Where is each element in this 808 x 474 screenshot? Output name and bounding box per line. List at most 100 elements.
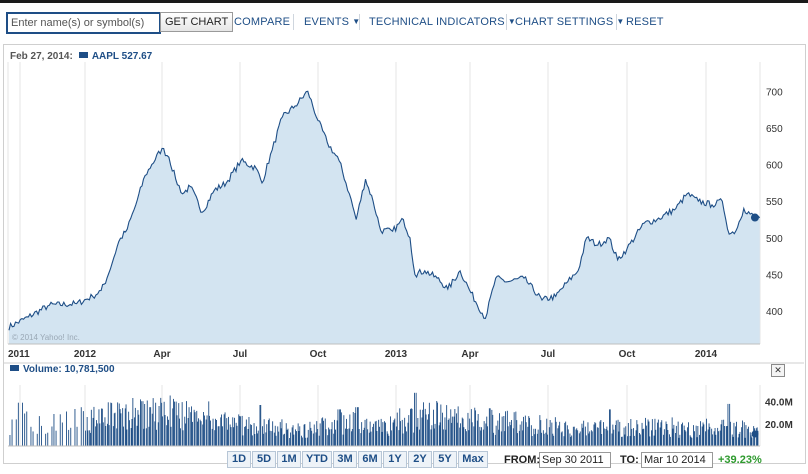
range-button-2y[interactable]: 2Y	[408, 451, 432, 468]
range-button-1m[interactable]: 1M	[277, 451, 301, 468]
volume-bar	[134, 417, 135, 446]
volume-bar	[714, 428, 716, 446]
volume-bar	[284, 433, 285, 446]
volume-bar	[146, 400, 148, 446]
volume-bar	[93, 406, 95, 446]
volume-bar	[424, 408, 426, 446]
volume-bar	[272, 421, 274, 446]
volume-bar	[107, 402, 109, 446]
range-button-6m[interactable]: 6M	[358, 451, 382, 468]
volume-bar	[268, 418, 270, 446]
volume-bar	[639, 433, 640, 446]
range-button-5y[interactable]: 5Y	[433, 451, 457, 468]
volume-bar	[708, 423, 710, 446]
price-x-axis: 2011 2012 Apr Jul Oct 2013 Apr Jul Oct 2014	[8, 343, 760, 360]
volume-bar	[343, 415, 345, 446]
volume-bar	[259, 405, 261, 446]
volume-bar	[400, 421, 401, 446]
volume-bar	[433, 428, 435, 446]
volume-header: Volume: 10,781,500	[10, 364, 115, 375]
volume-bar	[145, 428, 147, 446]
volume-bar	[430, 429, 432, 446]
volume-bar	[615, 425, 616, 446]
volume-bar	[160, 397, 162, 446]
volume-bar	[156, 429, 157, 446]
volume-bar	[186, 401, 187, 446]
volume-bar	[715, 434, 717, 446]
volume-bar	[70, 427, 72, 446]
volume-bar	[665, 421, 667, 446]
close-volume-button[interactable]: ✕	[771, 364, 785, 377]
volume-bar	[228, 416, 229, 446]
volume-bar	[712, 434, 713, 446]
volume-bar	[355, 407, 357, 446]
volume-bar	[262, 426, 263, 446]
volume-bar	[718, 431, 719, 446]
volume-bar	[376, 431, 378, 446]
caret-down-icon: ▼	[352, 17, 361, 26]
volume-bar	[287, 428, 289, 446]
range-button-3m[interactable]: 3M	[333, 451, 357, 468]
volume-bar	[636, 420, 638, 446]
events-menu[interactable]: EVENTS ▼	[304, 16, 360, 28]
volume-bar	[311, 430, 313, 446]
volume-bar	[436, 401, 438, 446]
volume-bar	[104, 417, 106, 446]
volume-bar	[369, 421, 371, 446]
volume-bar	[615, 420, 617, 446]
volume-bar	[581, 423, 583, 446]
from-date-input[interactable]	[539, 452, 611, 468]
volume-bar	[174, 401, 175, 446]
volume-bar	[477, 414, 479, 446]
volume-bar	[241, 415, 243, 446]
volume-bar	[561, 431, 563, 446]
volume-bar	[61, 422, 63, 446]
volume-bar	[721, 419, 723, 446]
volume-bar	[747, 428, 749, 446]
volume-bar	[263, 419, 265, 446]
volume-bar	[348, 428, 350, 446]
volume-bar	[396, 426, 397, 446]
range-button-1y[interactable]: 1Y	[383, 451, 407, 468]
volume-bar	[184, 416, 186, 446]
volume-bar	[542, 430, 544, 446]
volume-bar	[118, 403, 120, 446]
chart-settings-menu[interactable]: CHART SETTINGS ▼	[515, 16, 624, 28]
range-button-ytd[interactable]: YTD	[302, 451, 332, 468]
volume-bar	[465, 429, 466, 446]
x-tick-label: 2012	[74, 349, 97, 360]
volume-bar	[199, 419, 201, 446]
volume-bar	[329, 429, 330, 446]
volume-bar	[364, 419, 366, 446]
symbol-input[interactable]	[6, 12, 161, 34]
volume-bar	[517, 433, 518, 446]
get-chart-button[interactable]: GET CHART	[160, 12, 234, 32]
y-tick-label: 600	[766, 161, 783, 172]
reset-button[interactable]: RESET	[626, 16, 664, 28]
toolbar-separator	[359, 14, 360, 30]
volume-bar	[101, 408, 103, 446]
volume-bar	[257, 433, 258, 446]
compare-menu[interactable]: COMPARE	[234, 16, 290, 28]
volume-bar	[624, 434, 626, 446]
volume-bar	[301, 435, 302, 446]
volume-bar	[185, 423, 186, 446]
volume-bar	[510, 425, 512, 446]
volume-bar	[554, 417, 556, 446]
to-date-input[interactable]	[641, 452, 713, 468]
volume-bar	[340, 409, 341, 446]
volume-bar	[379, 426, 380, 446]
volume-bar	[312, 433, 314, 446]
change-percent: +39.23%	[718, 454, 762, 466]
volume-bar	[393, 420, 395, 446]
technical-indicators-menu[interactable]: TECHNICAL INDICATORS ▼	[369, 16, 516, 28]
volume-bar	[527, 426, 529, 446]
volume-bar	[461, 417, 463, 446]
volume-bar	[55, 430, 57, 446]
range-button-max[interactable]: Max	[458, 451, 488, 468]
range-button-5d[interactable]: 5D	[252, 451, 276, 468]
volume-bar	[96, 420, 97, 446]
range-button-1d[interactable]: 1D	[227, 451, 251, 468]
volume-bar	[536, 433, 538, 446]
